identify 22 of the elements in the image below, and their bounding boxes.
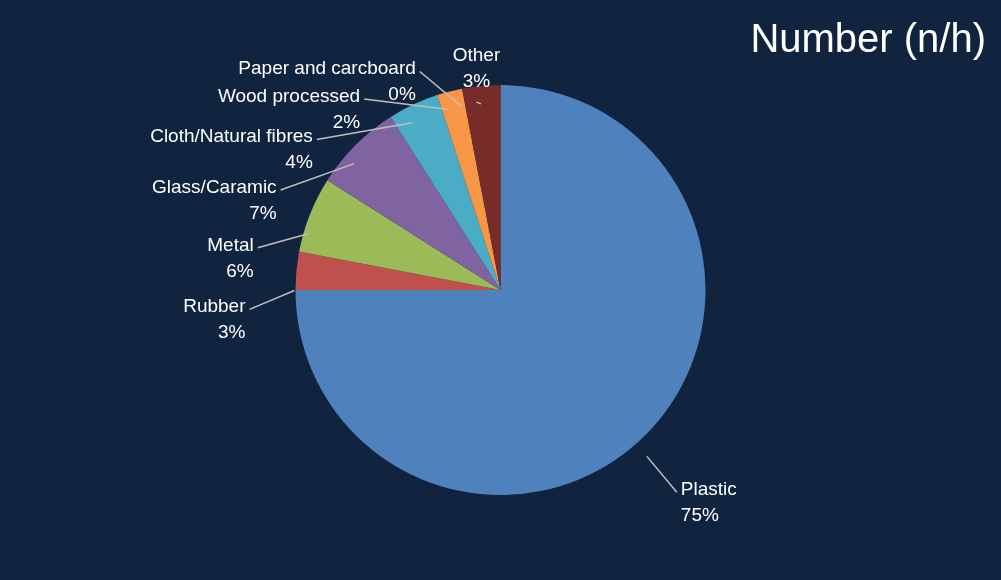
data-label: 6% <box>226 259 254 281</box>
data-label: 3% <box>462 70 491 92</box>
slice-label: Rubber <box>183 295 247 317</box>
text: Number (n/h) <box>750 16 986 60</box>
slice-label: Plastic <box>680 478 737 500</box>
pie-slice <box>462 85 501 290</box>
slice-label: Wood processed <box>217 85 361 107</box>
data-label: 3% <box>218 321 246 343</box>
slice-label: Glass/Caramic <box>152 175 277 197</box>
data-label: 4% <box>285 151 313 173</box>
category-label: Paper and carcboard <box>238 57 416 79</box>
data-label: 2% <box>332 111 361 133</box>
pie-slice <box>299 180 501 290</box>
slice-label: Metal <box>207 233 254 255</box>
data-label: 7% <box>249 201 277 223</box>
text: 0% <box>388 83 416 105</box>
slice-label: Cloth/Natural fibres <box>150 125 313 147</box>
data-label: 75% <box>680 504 719 526</box>
slice-label: Other <box>452 44 501 66</box>
pie-slice <box>295 251 501 290</box>
pie-slice <box>327 116 501 290</box>
pie-slice <box>437 88 501 290</box>
